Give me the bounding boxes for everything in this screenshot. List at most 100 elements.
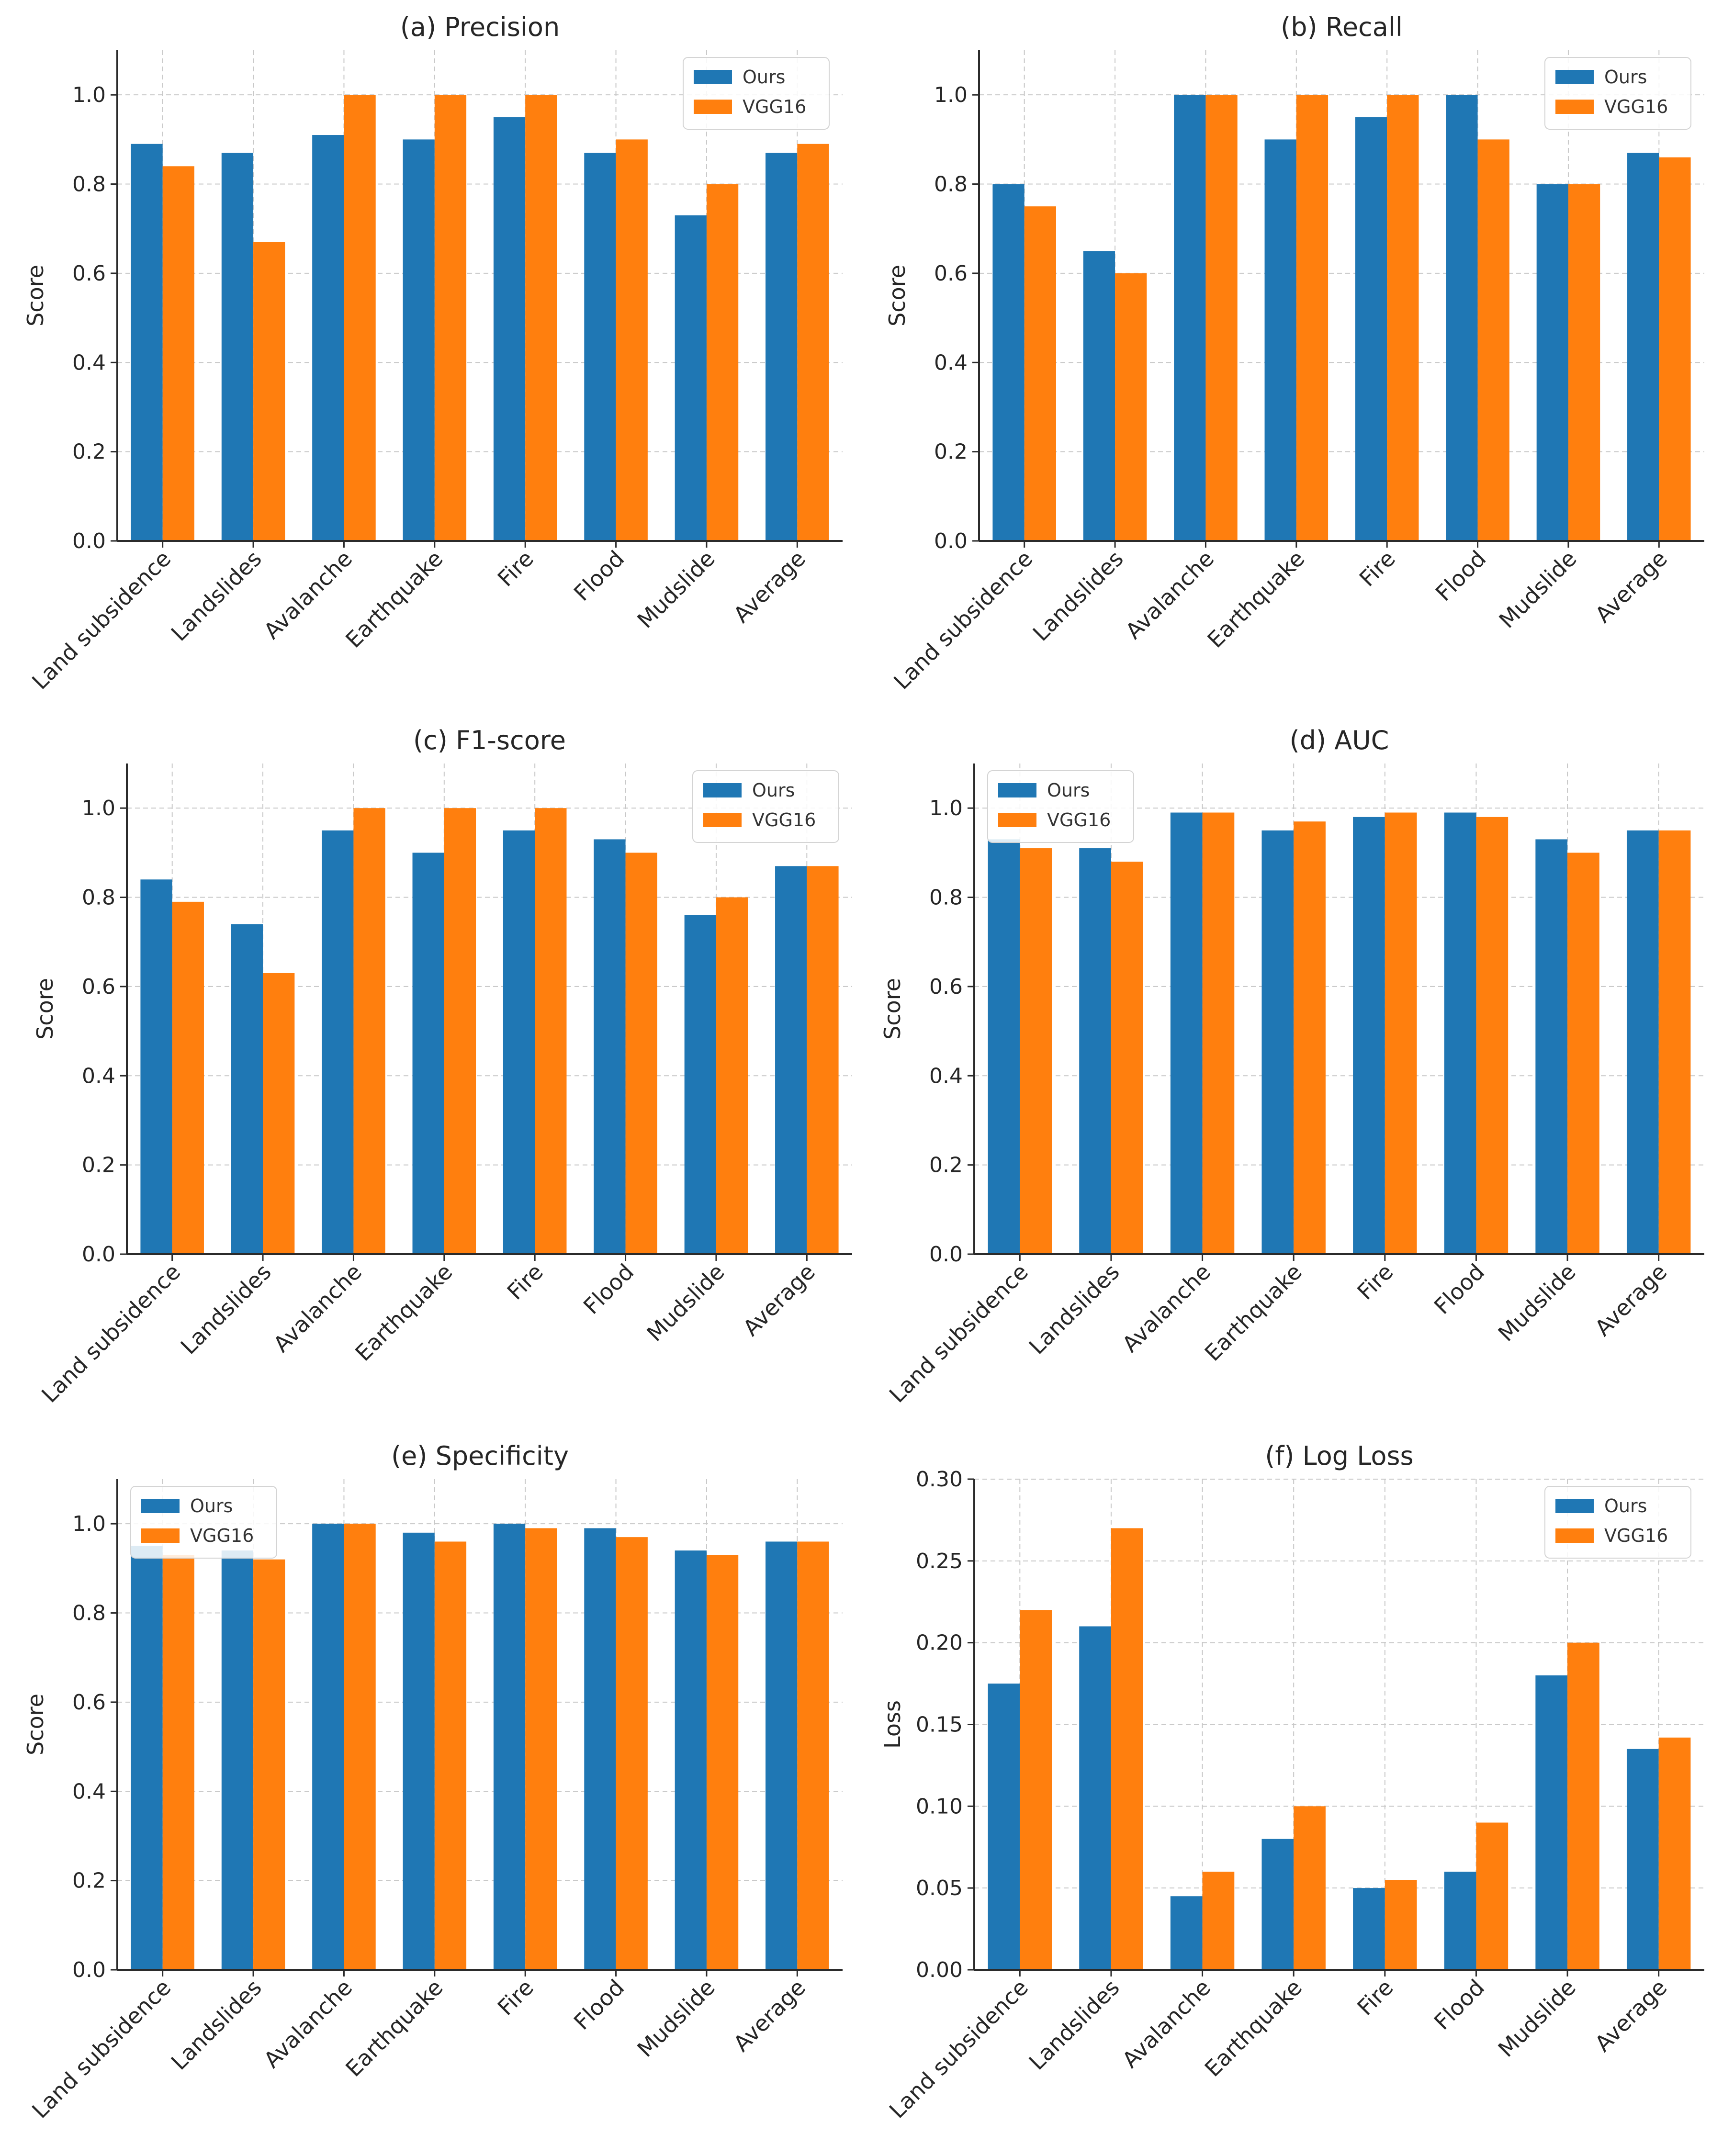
legend-label-ours: Ours xyxy=(752,780,795,801)
chart-title: (e) Specificity xyxy=(391,1441,569,1471)
y-tick-label: 0.6 xyxy=(72,261,106,286)
legend: Ours VGG16 xyxy=(1544,1486,1691,1559)
x-tick-label: Fire xyxy=(1352,1975,1398,2021)
y-tick-label: 0.0 xyxy=(72,529,106,553)
bar-ours-earthquake xyxy=(403,1532,435,1970)
x-tick-label: Land subsidence xyxy=(884,1975,1033,2123)
x-tick-label: Land subsidence xyxy=(27,1975,176,2123)
y-tick-label: 0.2 xyxy=(72,440,106,464)
bar-vgg16-earthquake xyxy=(434,1541,467,1970)
y-tick-label: 0.30 xyxy=(916,1467,963,1492)
bar-vgg16-fire xyxy=(1385,812,1417,1254)
bar-vgg16-land-subsidence xyxy=(162,166,194,541)
x-tick-label: Average xyxy=(728,1975,811,2057)
y-tick-label: 0.0 xyxy=(934,529,968,553)
chart-panel-5: (e) Specificity 0.0 0.2 0.4 0.6 0.8 1.0 Land su… xyxy=(23,1441,843,2123)
bar-ours-earthquake xyxy=(1261,1839,1294,1970)
bar-ours-avalanche xyxy=(312,135,344,541)
x-tick-label: Land subsidence xyxy=(36,1259,185,1408)
y-tick-label: 0.2 xyxy=(934,440,968,464)
y-tick-label: 0.4 xyxy=(72,1779,106,1804)
bar-vgg16-avalanche xyxy=(1205,95,1238,541)
bar-ours-fire xyxy=(493,1524,526,1970)
bar-ours-mudslide xyxy=(1536,184,1568,541)
legend-swatch-ours xyxy=(141,1499,180,1513)
y-tick-label: 1.0 xyxy=(929,796,963,820)
y-tick-label: 0.4 xyxy=(72,350,106,375)
bar-ours-land-subsidence xyxy=(140,879,172,1254)
bar-vgg16-avalanche xyxy=(1202,1872,1235,1970)
bar-vgg16-land-subsidence xyxy=(1020,848,1052,1254)
bar-ours-landslides xyxy=(221,1550,254,1970)
bar-vgg16-avalanche xyxy=(1202,812,1235,1254)
bar-ours-fire xyxy=(1353,817,1385,1254)
bar-ours-landslides xyxy=(231,924,263,1254)
x-tick-label: Fire xyxy=(493,546,539,592)
chart-title: (c) F1-score xyxy=(413,725,566,755)
y-tick-label: 0.0 xyxy=(82,1242,115,1267)
chart-panel-1: (a) Precision 0.0 0.2 0.4 0.6 0.8 1.0 Land subs… xyxy=(23,12,843,695)
bar-vgg16-mudslide xyxy=(1567,1642,1599,1970)
bar-vgg16-avalanche xyxy=(344,1524,376,1970)
legend: Ours VGG16 xyxy=(987,770,1134,843)
bar-ours-average xyxy=(766,153,798,541)
x-tick-label: Earthquake xyxy=(1200,1259,1307,1366)
x-tick-label: Average xyxy=(728,546,811,628)
y-tick-label: 0.6 xyxy=(934,261,968,286)
y-tick-label: 0.10 xyxy=(916,1794,963,1819)
chart-panel-4: (d) AUC 0.0 0.2 0.4 0.6 0.8 1.0 Land subsidence… xyxy=(879,725,1704,1408)
legend-swatch-vgg16 xyxy=(1555,100,1594,114)
x-tick-label: Average xyxy=(1590,1975,1672,2057)
legend-swatch-ours xyxy=(703,783,742,797)
bar-vgg16-land-subsidence xyxy=(1024,206,1056,541)
y-tick-label: 0.6 xyxy=(72,1690,106,1715)
x-tick-label: Average xyxy=(1590,546,1672,628)
y-tick-label: 0.4 xyxy=(929,1064,963,1088)
y-axis-label: Score xyxy=(23,265,48,326)
y-tick-label: 0.0 xyxy=(929,1242,963,1267)
bar-vgg16-flood xyxy=(1476,817,1509,1254)
bar-vgg16-flood xyxy=(625,853,657,1254)
bar-vgg16-landslides xyxy=(253,242,285,541)
x-tick-label: Landslides xyxy=(166,546,267,646)
y-tick-label: 0.00 xyxy=(916,1958,963,1982)
bar-ours-landslides xyxy=(1079,848,1111,1254)
x-tick-label: Avalanche xyxy=(1117,1975,1216,2073)
x-tick-label: Fire xyxy=(502,1259,548,1305)
chart-title: (b) Recall xyxy=(1281,12,1403,42)
x-tick-label: Flood xyxy=(1429,1975,1489,2035)
bar-ours-average xyxy=(1626,830,1659,1254)
bar-ours-fire xyxy=(1353,1888,1385,1970)
legend: Ours VGG16 xyxy=(683,57,830,130)
x-tick-label: Landslides xyxy=(1028,546,1128,646)
y-axis-label: Score xyxy=(879,978,905,1040)
bar-ours-land-subsidence xyxy=(992,184,1025,541)
bar-ours-mudslide xyxy=(675,1550,707,1970)
legend: Ours VGG16 xyxy=(692,770,839,843)
x-tick-label: Fire xyxy=(1354,546,1400,592)
x-tick-label: Landslides xyxy=(1024,1975,1125,2075)
x-tick-label: Flood xyxy=(569,546,629,606)
x-tick-label: Flood xyxy=(1429,1259,1489,1319)
chart-title: (a) Precision xyxy=(400,12,560,42)
bar-vgg16-earthquake xyxy=(434,95,467,541)
legend-swatch-vgg16 xyxy=(1555,1528,1594,1543)
legend: Ours VGG16 xyxy=(1544,57,1691,130)
bar-vgg16-fire xyxy=(1387,95,1419,541)
y-tick-label: 0.8 xyxy=(929,886,963,910)
x-tick-label: Mudslide xyxy=(632,546,720,633)
bar-ours-average xyxy=(766,1541,798,1970)
y-axis-label: Score xyxy=(884,265,910,326)
legend-swatch-vgg16 xyxy=(694,100,732,114)
y-tick-label: 0.6 xyxy=(82,975,115,999)
bar-ours-fire xyxy=(1355,117,1387,541)
y-axis-label: Score xyxy=(23,1694,48,1755)
x-tick-label: Earthquake xyxy=(1202,546,1309,653)
bar-ours-average xyxy=(775,866,807,1254)
x-tick-label: Land subsidence xyxy=(27,546,176,695)
legend-label-ours: Ours xyxy=(1047,780,1090,801)
bar-vgg16-flood xyxy=(1476,1822,1509,1970)
y-tick-label: 0.15 xyxy=(916,1713,963,1737)
bar-ours-flood xyxy=(584,1528,616,1970)
bar-vgg16-landslides xyxy=(1115,273,1147,541)
